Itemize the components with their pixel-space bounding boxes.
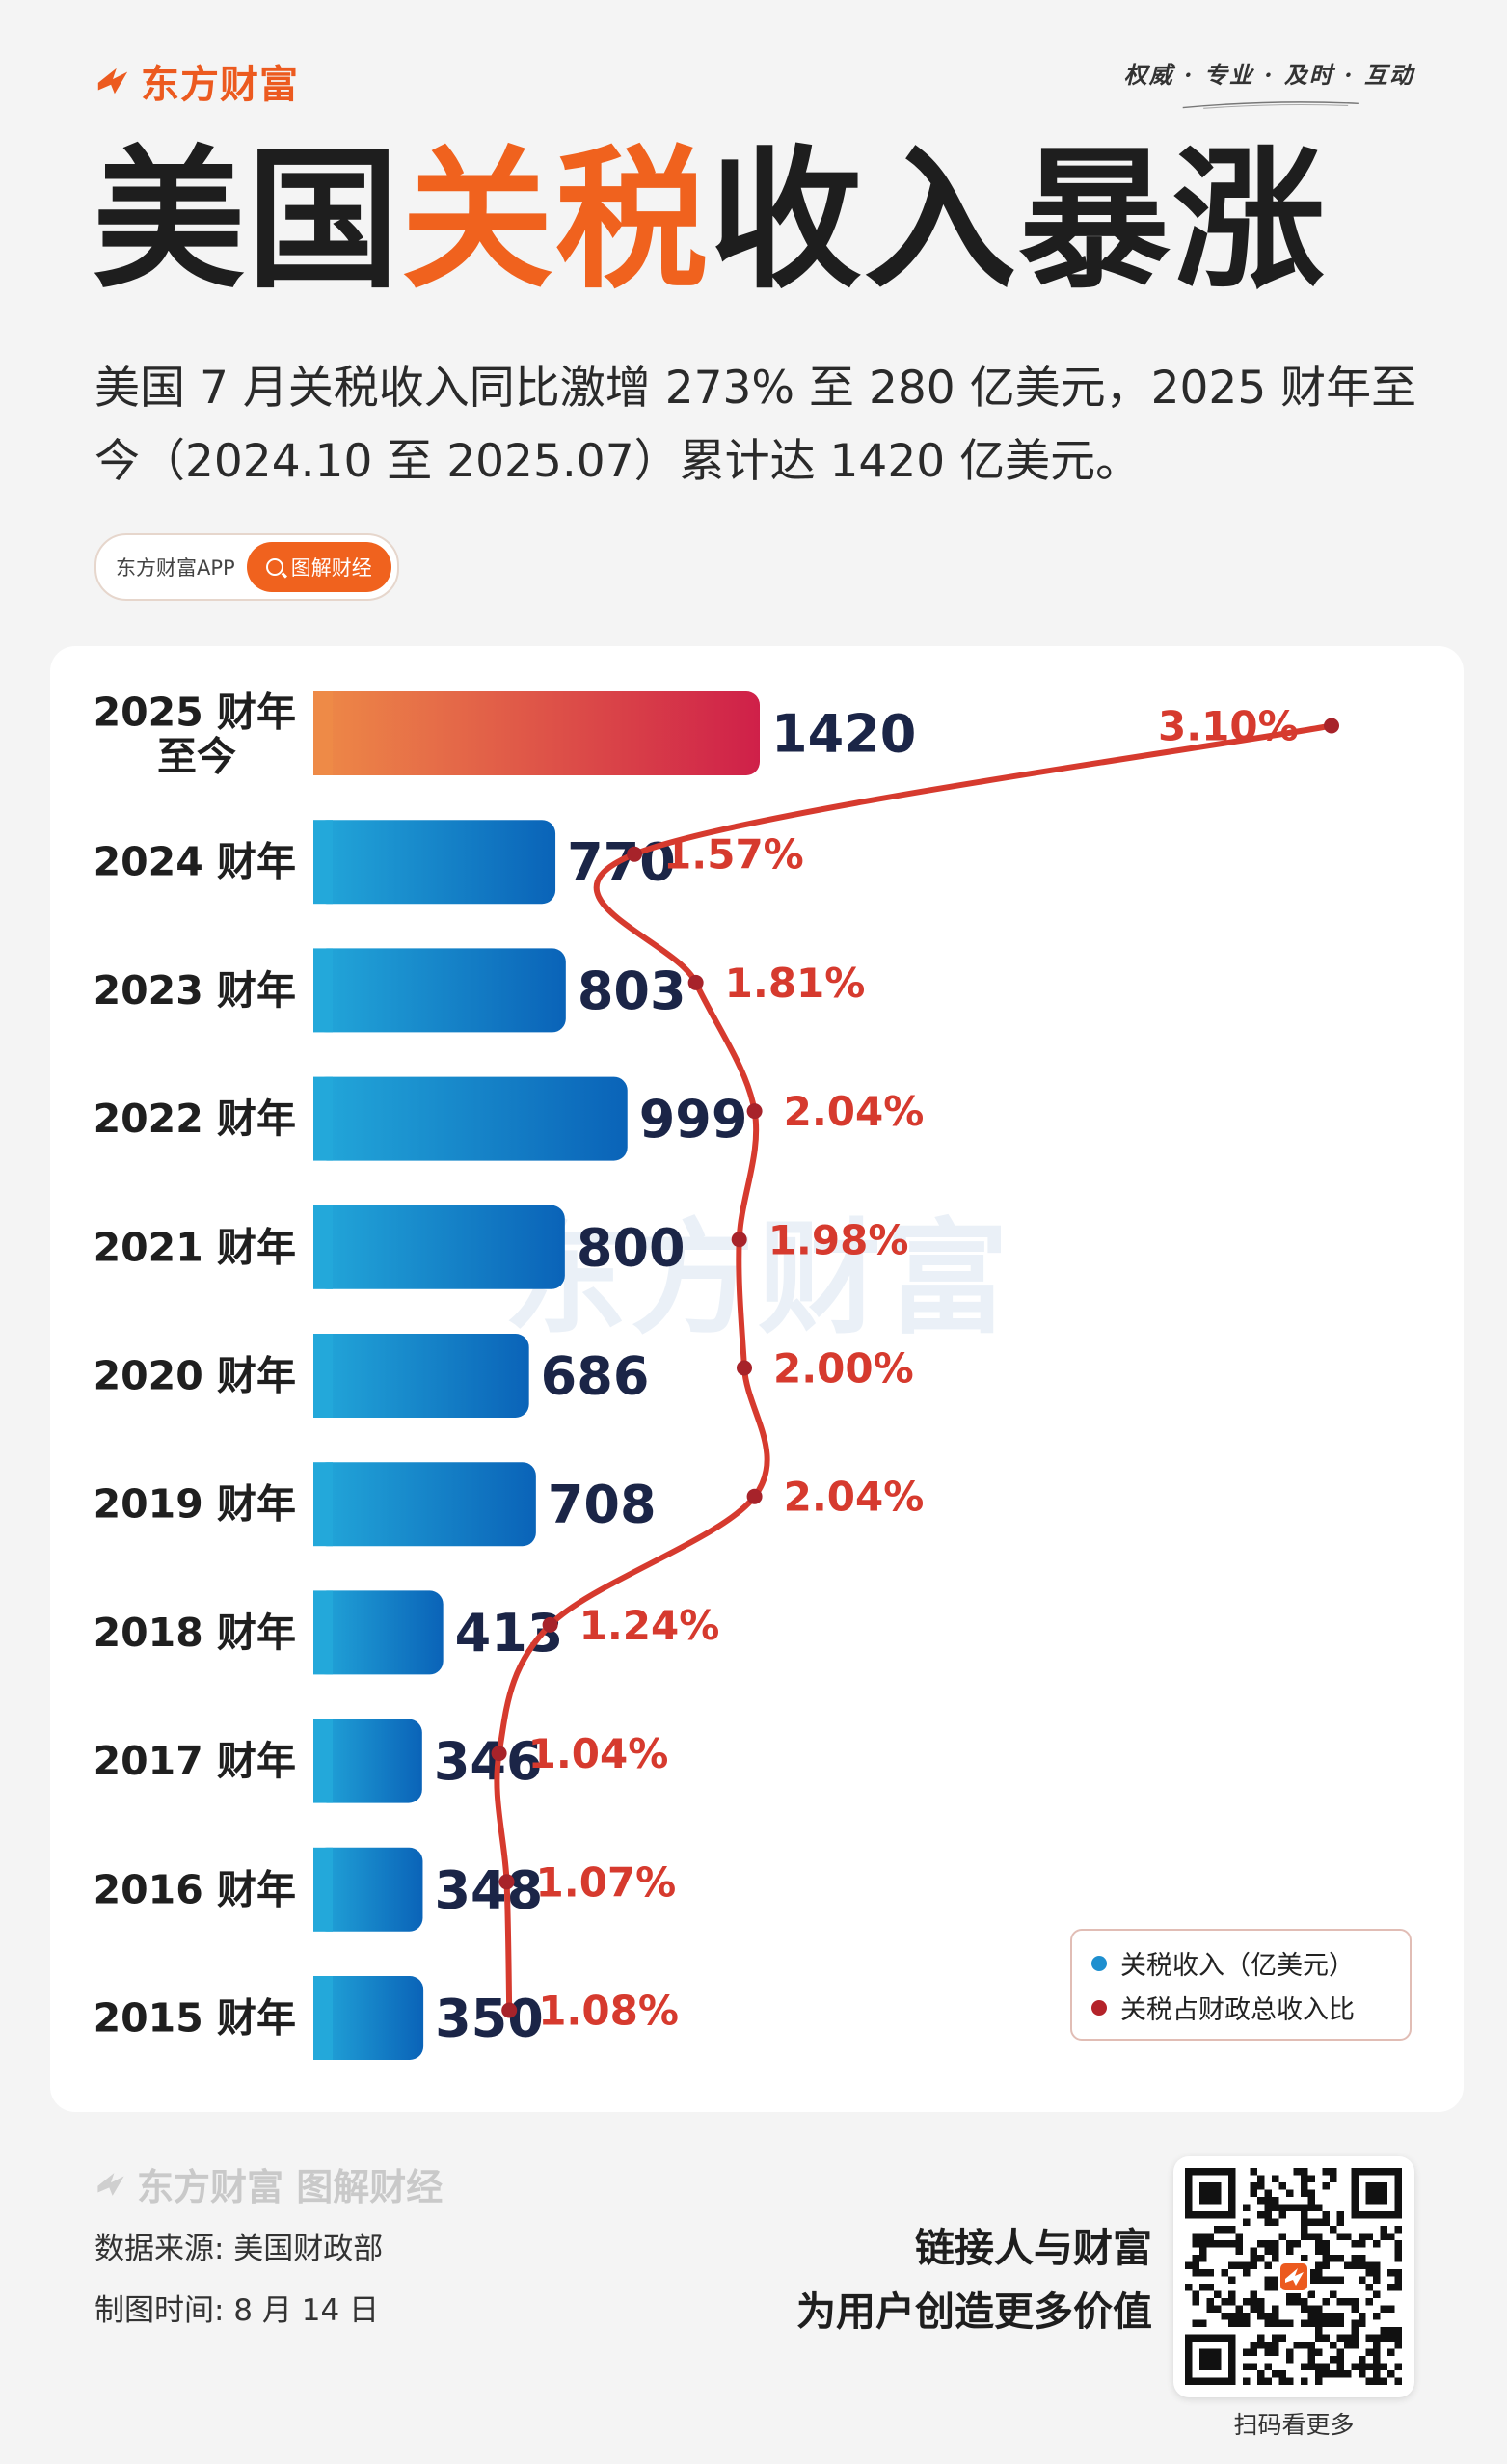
tag-channel-label: 图解财经 <box>290 556 372 580</box>
bar-value-5: 686 <box>541 1346 650 1407</box>
category-label-5: 2020 财年 <box>94 1353 296 1399</box>
bar-4 <box>313 1205 565 1289</box>
ratio-label-0: 3.10% <box>1158 703 1299 750</box>
category-label-0: 2025 财年 <box>94 690 296 736</box>
ratio-label-4: 1.98% <box>768 1216 909 1263</box>
motto-line-1: 链接人与财富 <box>915 2225 1152 2271</box>
bar-9 <box>313 1847 423 1932</box>
legend-dot-revenue <box>1091 1955 1107 1971</box>
ratio-label-5: 2.00% <box>773 1345 914 1393</box>
ratio-label-3: 2.04% <box>784 1088 925 1135</box>
qr-code[interactable] <box>1173 2156 1414 2397</box>
ratio-point-0 <box>1324 718 1339 734</box>
bar-1 <box>313 820 556 905</box>
chart-legend: 关税收入（亿美元） 关税占财政总收入比 <box>1070 1929 1412 2041</box>
title-highlight: 关税 <box>401 132 710 310</box>
bar-value-6: 708 <box>548 1475 657 1535</box>
bar-3 <box>313 1076 628 1161</box>
category-label-7: 2018 财年 <box>94 1610 296 1656</box>
search-icon <box>265 558 283 576</box>
ratio-point-4 <box>731 1232 747 1248</box>
bar-0 <box>313 691 760 775</box>
chart-date: 制图时间: 8 月 14 日 <box>94 2293 380 2328</box>
data-source: 数据来源: 美国财政部 <box>94 2232 384 2266</box>
bar-8 <box>313 1719 422 1803</box>
legend-item-ratio: 关税占财政总收入比 <box>1091 1989 1355 2026</box>
title-part1: 美国 <box>93 132 401 310</box>
bar-value-2: 803 <box>578 961 686 1021</box>
brand-name: 东方财富 <box>141 63 299 107</box>
qr-caption: 扫码看更多 <box>1233 2411 1355 2439</box>
bar-value-8: 346 <box>434 1731 543 1792</box>
tag-app-name: 东方财富APP <box>116 556 235 580</box>
bar-6 <box>313 1462 536 1547</box>
bar-value-9: 348 <box>434 1859 543 1920</box>
category-label-2: 2023 财年 <box>94 967 296 1014</box>
legend-label-ratio: 关税占财政总收入比 <box>1120 1995 1355 2025</box>
watermark: 东方财富 <box>503 1207 1012 1351</box>
page-subtitle: 美国 7 月关税收入同比激增 273% 至 280 亿美元，2025 财年至今（… <box>94 362 1417 488</box>
ratio-label-8: 1.04% <box>528 1730 669 1777</box>
channel-tag[interactable]: 东方财富APP 图解财经 <box>94 533 399 601</box>
legend-label-revenue: 关税收入（亿美元） <box>1120 1951 1355 1981</box>
ratio-point-1 <box>627 846 643 862</box>
bar-10 <box>313 1976 424 2060</box>
qr-code-icon <box>1185 2168 1402 2385</box>
tag-channel-button[interactable]: 图解财经 <box>246 542 391 592</box>
legend-item-revenue: 关税收入（亿美元） <box>1091 1944 1355 1982</box>
chart-card <box>50 646 1464 2112</box>
legend-dot-ratio <box>1091 1999 1107 2016</box>
bar-value-10: 350 <box>435 1989 544 2049</box>
footer-motto: 链接人与财富 为用户创造更多价值 <box>796 2216 1152 2343</box>
ratio-label-1: 1.57% <box>663 831 804 879</box>
category-label-6: 2019 财年 <box>94 1481 296 1528</box>
footer-logo: 东方财富 图解财经 <box>94 2157 443 2210</box>
slogan-swoosh <box>1183 101 1359 109</box>
ratio-point-5 <box>737 1360 752 1376</box>
bar-value-7: 413 <box>455 1603 564 1664</box>
bar-2 <box>313 948 566 1033</box>
ratio-point-7 <box>542 1616 558 1633</box>
bar-7 <box>313 1590 444 1675</box>
ratio-point-8 <box>491 1746 507 1762</box>
ratio-label-7: 1.24% <box>579 1602 720 1649</box>
ratio-point-9 <box>498 1874 515 1890</box>
category-label-1: 2024 财年 <box>94 839 296 885</box>
brand-logo: 东方财富 <box>94 53 299 109</box>
ratio-label-6: 2.04% <box>784 1474 925 1521</box>
brand-slogan: 权威 · 专业 · 及时 · 互动 <box>1124 56 1414 113</box>
ratio-point-6 <box>746 1488 763 1504</box>
bar-value-3: 999 <box>639 1089 748 1150</box>
brand-bird-icon <box>97 68 128 95</box>
category-label-9: 2016 财年 <box>94 1866 296 1912</box>
slogan-text: 权威 · 专业 · 及时 · 互动 <box>1123 61 1414 89</box>
bar-5 <box>313 1334 529 1418</box>
ratio-point-3 <box>746 1103 763 1120</box>
category-label-8: 2017 财年 <box>94 1738 296 1784</box>
category-label-10: 2015 财年 <box>94 1995 296 2042</box>
ratio-label-2: 1.81% <box>725 960 866 1007</box>
bar-value-4: 800 <box>577 1217 686 1278</box>
category-label-0: 至今 <box>157 734 236 780</box>
ratio-label-10: 1.08% <box>538 1988 679 2035</box>
footer-logo-text: 东方财富 图解财经 <box>137 2166 444 2208</box>
ratio-point-2 <box>687 974 704 990</box>
page-title: 美国关税收入暴涨 <box>93 145 1327 297</box>
title-part2: 收入暴涨 <box>710 132 1327 310</box>
footer-bird-icon <box>97 2172 124 2196</box>
ratio-label-9: 1.07% <box>536 1858 677 1906</box>
category-label-4: 2021 财年 <box>94 1224 296 1270</box>
ratio-point-10 <box>501 2002 518 2018</box>
motto-line-2: 为用户创造更多价值 <box>796 2288 1152 2335</box>
category-label-3: 2022 财年 <box>94 1096 296 1142</box>
bar-value-0: 1420 <box>771 704 916 765</box>
